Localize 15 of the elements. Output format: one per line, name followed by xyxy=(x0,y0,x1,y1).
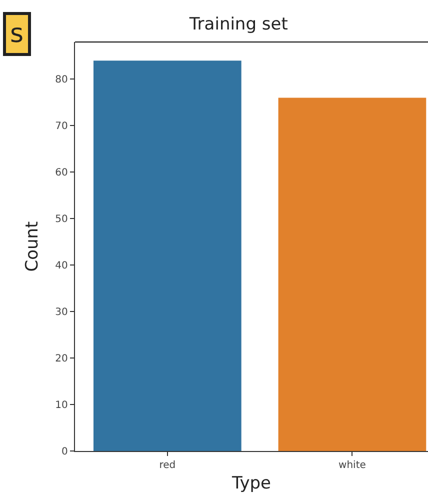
y-tick-label: 20 xyxy=(55,354,68,365)
text: s xyxy=(10,19,24,49)
y-tick-label: 80 xyxy=(55,74,68,86)
y-tick-label: 30 xyxy=(55,307,68,318)
x-axis-title: Type xyxy=(230,474,272,494)
chart-title: Training set xyxy=(188,14,288,35)
x-tick-label: red xyxy=(159,460,176,472)
y-tick-label: 50 xyxy=(55,214,68,226)
y-tick-label: 70 xyxy=(55,121,68,132)
y-tick-label: 0 xyxy=(62,446,68,458)
y-tick-label: 40 xyxy=(55,260,68,272)
y-tick-label: 60 xyxy=(55,168,68,179)
x-tick-label: white xyxy=(338,460,366,472)
y-tick-label: 10 xyxy=(55,400,68,412)
y-axis-title: Count xyxy=(22,220,43,272)
